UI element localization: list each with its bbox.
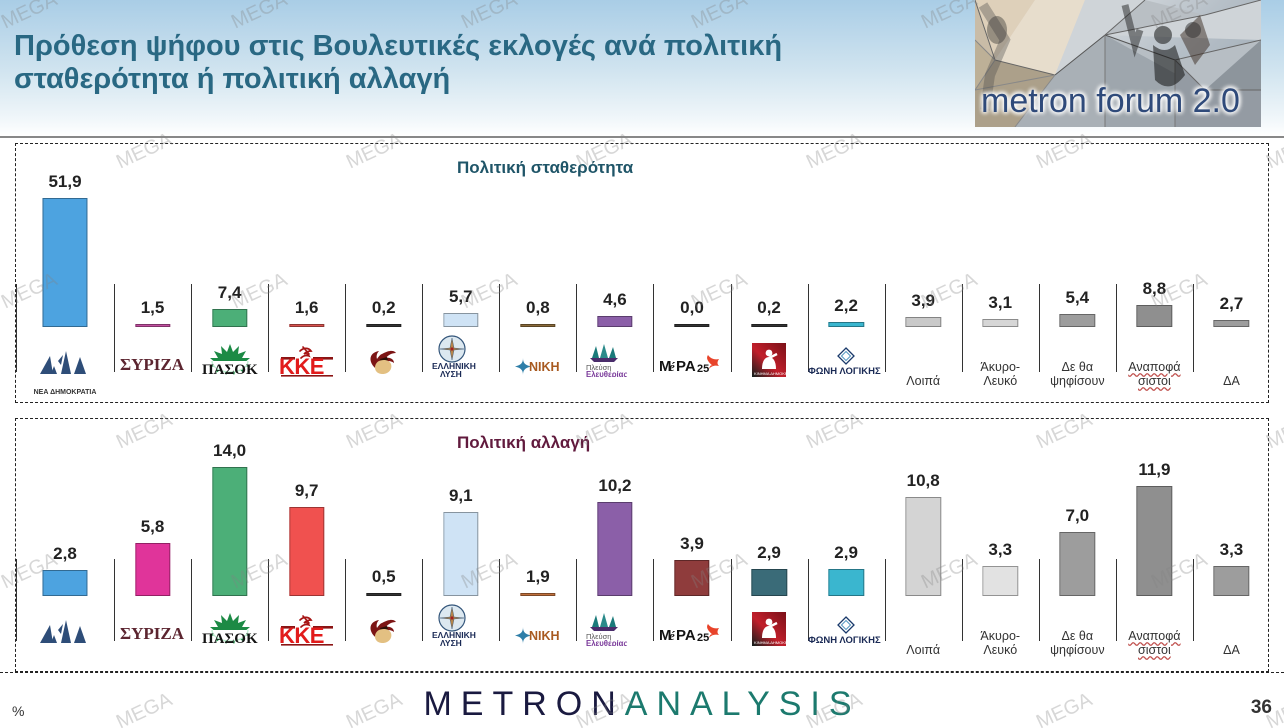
svg-text:NIKH: NIKH — [529, 360, 560, 374]
svg-text:25: 25 — [697, 632, 709, 644]
svg-text:ΚΙΝΗΜΑ ΔΗΜΟΚΡΑΤΙΑΣ: ΚΙΝΗΜΑ ΔΗΜΟΚΡΑΤΙΑΣ — [754, 371, 786, 376]
svg-text:ΛΥΣΗ: ΛΥΣΗ — [440, 369, 462, 377]
svg-text:Ελευθερίας: Ελευθερίας — [586, 370, 628, 377]
svg-text:ΚΙΝΗΜΑ ΔΗΜΟΚΡΑΤΙΑΣ: ΚΙΝΗΜΑ ΔΗΜΟΚΡΑΤΙΑΣ — [754, 640, 786, 645]
svg-text:ΦΩΝΗ ΛΟΓΙΚΗΣ: ΦΩΝΗ ΛΟΓΙΚΗΣ — [808, 635, 881, 646]
svg-text:ΣΥPIZA: ΣΥPIZA — [120, 355, 185, 374]
svg-text:é: é — [669, 628, 676, 643]
svg-text:ΠΑΣΟΚ: ΠΑΣΟΚ — [202, 362, 258, 377]
svg-text:é: é — [669, 359, 676, 374]
svg-text:KKE: KKE — [279, 623, 324, 646]
svg-text:ΠΑΣΟΚ: ΠΑΣΟΚ — [202, 631, 258, 646]
svg-text:KKE: KKE — [279, 354, 324, 377]
svg-text:ΣΥPIZA: ΣΥPIZA — [120, 624, 185, 643]
svg-text:ΦΩΝΗ ΛΟΓΙΚΗΣ: ΦΩΝΗ ΛΟΓΙΚΗΣ — [808, 366, 881, 377]
svg-text:ΛΥΣΗ: ΛΥΣΗ — [440, 638, 462, 646]
svg-text:PA: PA — [676, 358, 696, 375]
svg-text:PA: PA — [676, 627, 696, 644]
svg-text:NIKH: NIKH — [529, 629, 560, 643]
svg-text:25: 25 — [697, 363, 709, 375]
svg-text:Ελευθερίας: Ελευθερίας — [586, 639, 628, 646]
